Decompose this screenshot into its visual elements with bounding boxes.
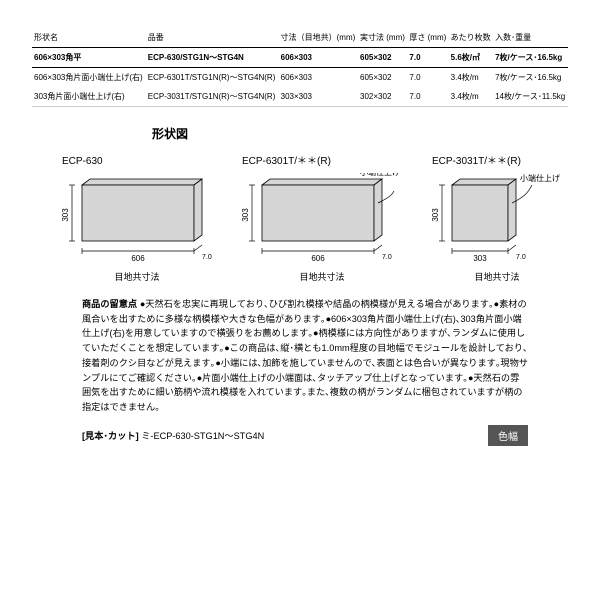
notes-title: 商品の留意点 [82, 299, 137, 309]
sample-text: ミ-ECP-630-STG1N～STG4N [141, 431, 264, 441]
diagram-title: ECP‐6301T/＊＊(R) [242, 152, 331, 167]
table-cell: 3.4枚/m [449, 68, 493, 88]
table-row: 303角片面小端仕上げ(右)ECP-3031T/STG1N(R)～STG4N(R… [32, 87, 568, 107]
spec-table: 形状名品番寸法（目地共）(mm)実寸法 (mm)厚さ (mm)あたり枚数入数･重… [32, 28, 568, 107]
table-header: 形状名 [32, 28, 146, 48]
table-header: あたり枚数 [449, 28, 493, 48]
diagram-caption: 目地共寸法 [299, 270, 344, 283]
diagram-row: ECP‐630 606 303 7. [62, 152, 568, 283]
product-notes: 商品の留意点 ●天然石を忠実に再現しており､ひび割れ模様や結晶の柄模様が見える場… [82, 297, 528, 415]
svg-text:7.0: 7.0 [516, 254, 526, 261]
table-header: 厚さ (mm) [407, 28, 448, 48]
svg-text:606: 606 [131, 254, 145, 263]
table-row: 606×303角平ECP-630/STG1N～STG4N606×303605×3… [32, 48, 568, 68]
notes-body: ●天然石を忠実に再現しており､ひび割れ模様や結晶の柄模様が見える場合があります｡… [82, 299, 528, 412]
table-row: 606×303角片面小端仕上げ(右)ECP-6301T/STG1N(R)～STG… [32, 68, 568, 88]
table-cell: 3.4枚/m [449, 87, 493, 107]
table-header: 実寸法 (mm) [358, 28, 407, 48]
table-cell: 303×303 [279, 87, 358, 107]
table-cell: 606×303角片面小端仕上げ(右) [32, 68, 146, 88]
table-cell: 302×302 [358, 87, 407, 107]
table-header: 品番 [146, 28, 279, 48]
table-cell: 14枚/ケース･11.5kg [493, 87, 568, 107]
table-cell: ECP-630/STG1N～STG4N [146, 48, 279, 68]
section-title: 形状図 [152, 125, 568, 142]
svg-text:7.0: 7.0 [202, 254, 212, 261]
table-cell: 7枚/ケース･16.5kg [493, 48, 568, 68]
table-cell: 5.6枚/㎡ [449, 48, 493, 68]
diagram-ecp-3031t: ECP‐3031T/＊＊(R) 303 [432, 152, 562, 283]
svg-text:303: 303 [62, 208, 70, 222]
table-cell: 7.0 [407, 87, 448, 107]
sample-label: [見本･カット] [82, 431, 139, 441]
sample-row: [見本･カット] ミ-ECP-630-STG1N～STG4N 色幅 [82, 425, 528, 446]
svg-text:7.0: 7.0 [382, 254, 392, 261]
svg-text:303: 303 [473, 254, 487, 263]
diagram-title: ECP‐3031T/＊＊(R) [432, 152, 521, 167]
table-cell: 7.0 [407, 68, 448, 88]
table-cell: 605×302 [358, 68, 407, 88]
table-header: 寸法（目地共）(mm) [279, 28, 358, 48]
table-cell: 303角片面小端仕上げ(右) [32, 87, 146, 107]
table-cell: ECP-6301T/STG1N(R)～STG4N(R) [146, 68, 279, 88]
svg-text:606: 606 [311, 254, 325, 263]
svg-text:小端仕上げ: 小端仕上げ [520, 173, 560, 183]
table-header: 入数･重量 [493, 28, 568, 48]
svg-text:303: 303 [242, 208, 250, 222]
diagram-title: ECP‐630 [62, 156, 103, 167]
diagram-ecp-630: ECP‐630 606 303 7. [62, 156, 212, 283]
table-cell: 7.0 [407, 48, 448, 68]
diagram-caption: 目地共寸法 [114, 270, 159, 283]
table-cell: ECP-3031T/STG1N(R)～STG4N(R) [146, 87, 279, 107]
table-cell: 605×302 [358, 48, 407, 68]
svg-text:303: 303 [432, 208, 440, 222]
svg-text:小端仕上げ: 小端仕上げ [360, 173, 400, 177]
color-range-badge: 色幅 [488, 425, 528, 446]
table-cell: 606×303 [279, 68, 358, 88]
table-cell: 606×303 [279, 48, 358, 68]
table-cell: 7枚/ケース･16.5kg [493, 68, 568, 88]
table-cell: 606×303角平 [32, 48, 146, 68]
diagram-caption: 目地共寸法 [474, 270, 519, 283]
diagram-ecp-6301t: ECP‐6301T/＊＊(R) 606 [242, 152, 402, 283]
